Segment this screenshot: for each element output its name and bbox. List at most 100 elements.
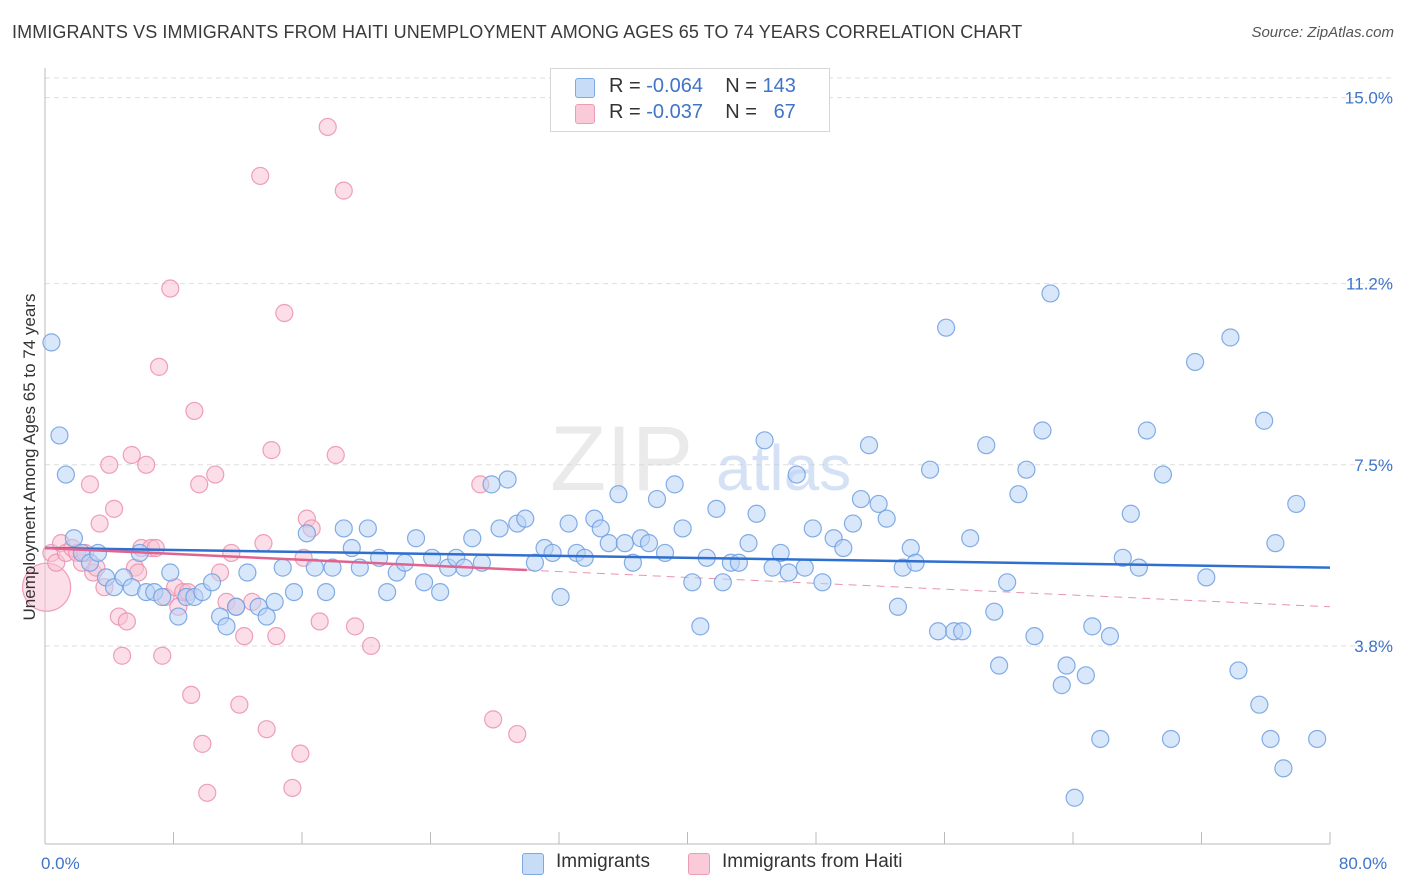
immigrants-point <box>378 582 397 602</box>
immigrants-point <box>297 524 316 543</box>
haiti-point <box>90 514 109 533</box>
immigrants-point <box>575 548 594 567</box>
immigrants-point <box>50 426 69 445</box>
haiti-point <box>235 627 254 646</box>
haiti-point <box>484 710 503 729</box>
immigrants-point <box>1261 729 1280 749</box>
immigrants-point <box>1153 465 1173 484</box>
immigrants-point <box>406 529 426 548</box>
immigrants-point <box>920 460 940 479</box>
pink-trend-line <box>44 546 527 572</box>
immigrants-point <box>673 519 692 538</box>
immigrants-point <box>498 470 517 489</box>
immigrants-point <box>1091 729 1110 749</box>
legend-n-value: 143 <box>762 75 796 97</box>
immigrants-point <box>713 573 732 592</box>
immigrants-point <box>591 519 610 538</box>
haiti-point <box>230 695 249 714</box>
haiti-point <box>326 445 345 465</box>
axes <box>44 68 1331 845</box>
immigrants-point <box>273 558 292 577</box>
haiti-point <box>104 499 124 518</box>
immigrants-point <box>525 553 545 572</box>
immigrants-point <box>169 607 188 626</box>
haiti-point <box>310 612 329 631</box>
legend-r-label: R = <box>609 101 641 123</box>
immigrants-point <box>1287 494 1306 514</box>
immigrants-point <box>888 597 908 616</box>
immigrants-point <box>834 538 853 558</box>
legend-n-label: N = <box>725 75 757 97</box>
haiti-point <box>182 685 201 705</box>
haiti-point <box>275 303 294 323</box>
immigrants-point <box>516 509 535 528</box>
immigrants-point <box>161 563 180 582</box>
haiti-point <box>291 744 310 763</box>
immigrants-point <box>431 582 450 602</box>
y-tick-label: 7.5% <box>1354 456 1393 475</box>
haiti-point <box>122 445 141 465</box>
immigrants-point <box>665 475 684 494</box>
immigrants-point <box>1065 788 1084 807</box>
haiti-point <box>117 612 137 631</box>
immigrants-point <box>1076 666 1095 685</box>
haiti-point <box>334 181 353 200</box>
immigrants-point <box>64 529 84 548</box>
immigrants-point <box>647 489 667 509</box>
haiti-point <box>112 646 132 665</box>
immigrants-point <box>153 587 172 607</box>
haiti-point <box>198 783 217 802</box>
immigrants-point <box>217 617 236 636</box>
legend-swatch-pink <box>575 104 595 124</box>
legend-r-value: -0.037 <box>646 101 703 123</box>
immigrants-point <box>928 622 948 641</box>
legend-n-label: N = <box>725 101 757 123</box>
blue-trend-line <box>44 546 1331 569</box>
legend-label: Immigrants from Haiti <box>722 851 903 872</box>
immigrants-point <box>1057 656 1076 675</box>
immigrants-point <box>755 431 774 450</box>
immigrants-point <box>599 534 618 553</box>
immigrants-point <box>906 553 925 572</box>
haiti-point <box>345 617 365 636</box>
immigrants-point <box>284 582 304 602</box>
immigrants-point <box>977 436 996 455</box>
immigrants-point <box>1255 411 1274 430</box>
legend-swatch-blue <box>522 853 544 875</box>
haiti-point <box>193 734 212 753</box>
immigrants-point <box>869 494 888 514</box>
haiti-point <box>190 475 209 494</box>
immigrants-point <box>1266 534 1285 553</box>
haiti-points <box>22 117 527 802</box>
haiti-point <box>222 543 241 563</box>
haiti-point <box>206 465 225 484</box>
immigrants-point <box>56 465 75 484</box>
immigrants-point <box>1041 284 1060 303</box>
immigrants-point <box>1129 558 1148 577</box>
immigrants-point <box>1250 695 1269 714</box>
immigrants-point <box>551 587 570 607</box>
immigrants-point <box>1274 759 1293 778</box>
immigrants-point <box>1017 460 1036 479</box>
immigrants-point <box>1221 328 1240 347</box>
haiti-point <box>267 627 286 646</box>
immigrants-point <box>691 617 710 636</box>
immigrants-point <box>482 475 501 494</box>
immigrants-point <box>877 509 896 528</box>
immigrants-point <box>1052 676 1071 695</box>
trend-lines-dashed <box>526 569 1331 608</box>
watermark: ZIP atlas <box>550 408 851 510</box>
haiti-point <box>318 117 337 137</box>
immigrants-point <box>238 563 257 582</box>
immigrants-point <box>42 333 61 352</box>
x-tick-label: 0.0% <box>41 854 80 873</box>
immigrants-point <box>795 558 814 577</box>
watermark-atlas: atlas <box>716 432 851 504</box>
haiti-point <box>153 646 172 665</box>
chart-title: IMMIGRANTS VS IMMIGRANTS FROM HAITI UNEM… <box>12 22 1023 42</box>
legend-swatch-pink <box>688 853 710 875</box>
legend-swatch-blue <box>575 78 595 98</box>
immigrants-point <box>615 534 634 553</box>
immigrants-point <box>1083 617 1102 636</box>
